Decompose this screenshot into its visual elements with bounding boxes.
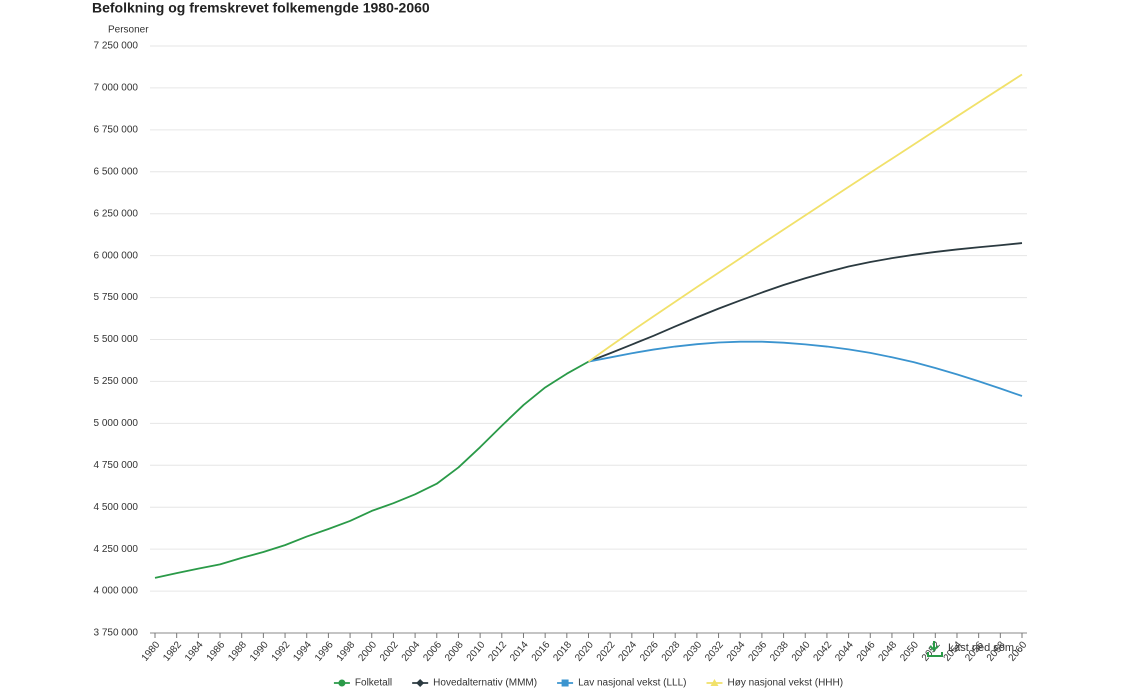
x-tick-label: 2012 bbox=[486, 639, 509, 663]
y-tick-label: 7 000 000 bbox=[94, 83, 139, 94]
y-axis-title: Personer bbox=[108, 25, 149, 36]
x-tick-label: 1982 bbox=[161, 639, 184, 663]
x-tick-label: 2046 bbox=[855, 639, 878, 663]
download-label[interactable]: Last ned som... bbox=[948, 642, 1023, 654]
x-tick-label: 1990 bbox=[248, 639, 271, 663]
x-tick-label: 2016 bbox=[530, 639, 553, 663]
x-tick-label: 2048 bbox=[877, 639, 900, 663]
legend-marker bbox=[561, 679, 569, 687]
x-tick-label: 1998 bbox=[335, 639, 358, 663]
x-tick-label: 2050 bbox=[898, 639, 921, 663]
y-tick-label: 4 500 000 bbox=[94, 502, 139, 513]
y-tick-label: 5 250 000 bbox=[94, 376, 139, 387]
y-tick-label: 5 000 000 bbox=[94, 418, 139, 429]
x-tick-label: 1992 bbox=[270, 639, 293, 663]
series-line bbox=[588, 242, 1023, 363]
y-tick-label: 4 250 000 bbox=[94, 544, 139, 555]
legend-marker bbox=[416, 679, 425, 687]
x-tick-label: 1988 bbox=[226, 639, 249, 663]
y-tick-label: 4 750 000 bbox=[94, 460, 139, 471]
legend-label: Hovedalternativ (MMM) bbox=[433, 678, 537, 689]
series-line bbox=[588, 340, 1023, 397]
legend-marker bbox=[338, 679, 346, 687]
download-icon[interactable] bbox=[927, 641, 943, 657]
y-tick-label: 6 250 000 bbox=[94, 208, 139, 219]
x-tick-label: 2004 bbox=[400, 639, 423, 663]
x-tick-label: 2030 bbox=[681, 639, 704, 663]
y-tick-label: 5 750 000 bbox=[94, 292, 139, 303]
series-line bbox=[587, 73, 1023, 363]
x-tick-label: 2010 bbox=[465, 639, 488, 663]
x-tick-label: 2042 bbox=[812, 639, 835, 663]
legend-label: Høy nasjonal vekst (HHH) bbox=[727, 678, 843, 689]
x-tick-label: 2008 bbox=[443, 639, 466, 663]
x-tick-label: 2026 bbox=[638, 639, 661, 663]
x-tick-label: 2034 bbox=[725, 639, 748, 663]
chart-title: Befolkning og fremskrevet folkemengde 19… bbox=[92, 0, 430, 16]
y-tick-label: 6 000 000 bbox=[94, 250, 139, 261]
x-tick-label: 2040 bbox=[790, 639, 813, 663]
legend-label: Lav nasjonal vekst (LLL) bbox=[578, 678, 686, 689]
series-line bbox=[154, 360, 589, 579]
y-tick-label: 6 750 000 bbox=[94, 124, 139, 135]
legend-label: Folketall bbox=[355, 678, 392, 689]
x-tick-label: 2036 bbox=[746, 639, 769, 663]
y-tick-label: 5 500 000 bbox=[94, 334, 139, 345]
x-tick-label: 2028 bbox=[660, 639, 683, 663]
x-tick-label: 2032 bbox=[703, 639, 726, 663]
download-button[interactable]: Last ned som... bbox=[927, 641, 1023, 657]
y-tick-label: 6 500 000 bbox=[94, 166, 139, 177]
x-tick-label: 1986 bbox=[205, 639, 228, 663]
x-tick-label: 1980 bbox=[140, 639, 163, 663]
x-tick-label: 2020 bbox=[573, 639, 596, 663]
x-tick-label: 2022 bbox=[595, 639, 618, 663]
x-tick-label: 2018 bbox=[551, 639, 574, 663]
x-tick-label: 2024 bbox=[616, 639, 639, 663]
y-tick-label: 4 000 000 bbox=[94, 586, 139, 597]
x-tick-label: 2002 bbox=[378, 639, 401, 663]
x-tick-label: 2006 bbox=[421, 639, 444, 663]
x-tick-label: 2000 bbox=[356, 639, 379, 663]
x-tick-label: 2038 bbox=[768, 639, 791, 663]
x-tick-label: 1994 bbox=[291, 639, 314, 663]
x-tick-label: 2052 bbox=[920, 639, 943, 663]
legend-marker bbox=[710, 679, 719, 686]
y-tick-label: 3 750 000 bbox=[94, 628, 139, 639]
x-tick-label: 2014 bbox=[508, 639, 531, 663]
x-tick-label: 1984 bbox=[183, 639, 206, 663]
x-tick-label: 2044 bbox=[833, 639, 856, 663]
x-tick-label: 1996 bbox=[313, 639, 336, 663]
y-tick-label: 7 250 000 bbox=[94, 41, 139, 52]
